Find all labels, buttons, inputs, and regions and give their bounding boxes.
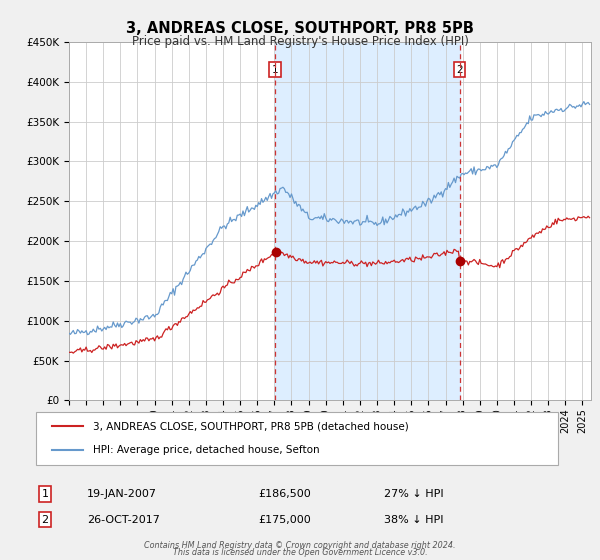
Text: 1: 1: [41, 489, 49, 499]
Text: 27% ↓ HPI: 27% ↓ HPI: [384, 489, 443, 499]
Text: HPI: Average price, detached house, Sefton: HPI: Average price, detached house, Seft…: [94, 445, 320, 455]
Text: This data is licensed under the Open Government Licence v3.0.: This data is licensed under the Open Gov…: [173, 548, 427, 557]
Text: Price paid vs. HM Land Registry's House Price Index (HPI): Price paid vs. HM Land Registry's House …: [131, 35, 469, 48]
Text: 19-JAN-2007: 19-JAN-2007: [87, 489, 157, 499]
Text: £186,500: £186,500: [258, 489, 311, 499]
FancyBboxPatch shape: [36, 412, 558, 465]
Bar: [275, 42, 460, 400]
Text: 2: 2: [41, 515, 49, 525]
Text: 38% ↓ HPI: 38% ↓ HPI: [384, 515, 443, 525]
Text: 3, ANDREAS CLOSE, SOUTHPORT, PR8 5PB: 3, ANDREAS CLOSE, SOUTHPORT, PR8 5PB: [126, 21, 474, 36]
Text: 2: 2: [456, 65, 463, 75]
Text: 1: 1: [272, 65, 278, 75]
Text: 3, ANDREAS CLOSE, SOUTHPORT, PR8 5PB (detached house): 3, ANDREAS CLOSE, SOUTHPORT, PR8 5PB (de…: [94, 422, 409, 432]
Text: £175,000: £175,000: [258, 515, 311, 525]
Text: Contains HM Land Registry data © Crown copyright and database right 2024.: Contains HM Land Registry data © Crown c…: [144, 541, 456, 550]
Text: 26-OCT-2017: 26-OCT-2017: [87, 515, 160, 525]
